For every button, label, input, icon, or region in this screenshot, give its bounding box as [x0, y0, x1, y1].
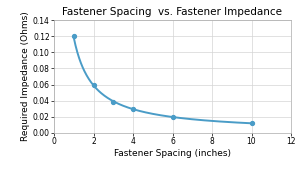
Title: Fastener Spacing  vs. Fastener Impedance: Fastener Spacing vs. Fastener Impedance — [62, 7, 283, 17]
X-axis label: Fastener Spacing (inches): Fastener Spacing (inches) — [114, 149, 231, 158]
Y-axis label: Required Impedance (Ohms): Required Impedance (Ohms) — [21, 12, 30, 141]
